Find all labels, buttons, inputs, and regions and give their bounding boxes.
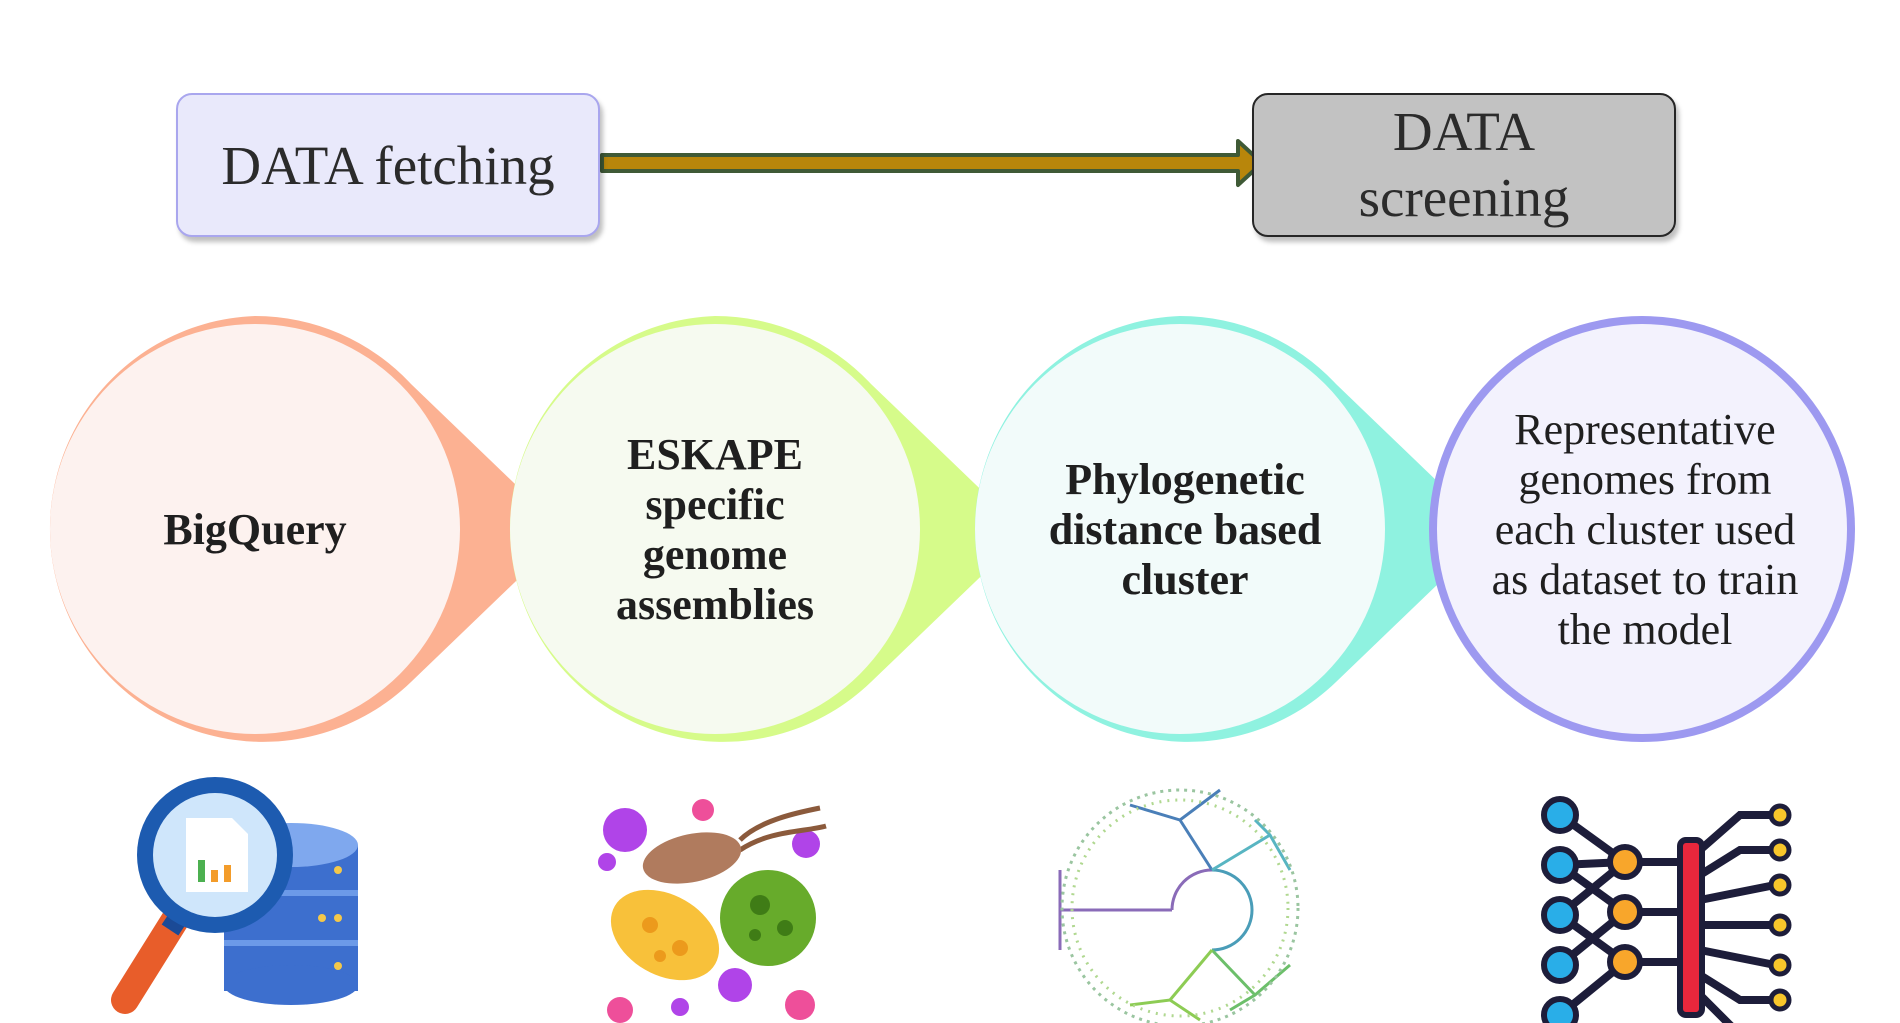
data-screening-box: DATA screening [1252, 93, 1676, 237]
step-circle-4 [1429, 316, 1855, 742]
data-fetching-box: DATA fetching [176, 93, 600, 237]
neural-network-icon [1541, 796, 1792, 1023]
database-search-icon [111, 777, 358, 1014]
phylogenetic-tree-icon [1058, 788, 1300, 1023]
data-fetching-label: DATA fetching [221, 134, 555, 196]
step-label-representative: Representative genomes from each cluster… [1491, 405, 1799, 654]
step-circle-2 [509, 316, 1026, 742]
bacteria-icon [598, 799, 827, 1023]
step-label-eskape: ESKAPE specific genome assemblies [616, 430, 814, 629]
step-label-phylogenetic: Phylogenetic distance based cluster [1048, 455, 1322, 604]
data-screening-label: DATA screening [1358, 101, 1570, 228]
fetch-to-screen-arrow [600, 139, 1264, 187]
step-circle-1 [49, 316, 566, 742]
step-label-bigquery: BigQuery [163, 505, 347, 554]
step-circle-3 [974, 316, 1491, 742]
